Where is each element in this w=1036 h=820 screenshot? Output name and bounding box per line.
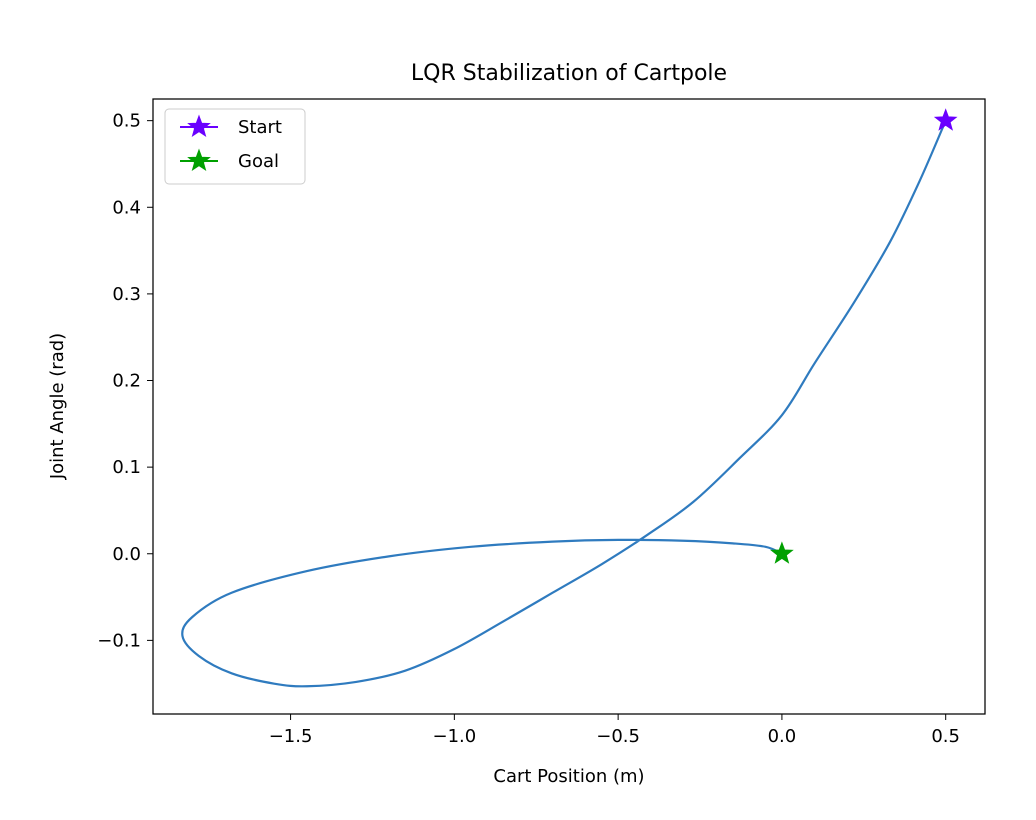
y-tick-label: 0.5	[112, 111, 141, 132]
x-ticks: −1.5 −1.0 −0.5 0.0 0.5	[269, 714, 960, 747]
start-marker-star	[933, 108, 958, 131]
series-layer	[181, 120, 947, 688]
legend-goal-star-icon	[187, 148, 211, 172]
y-tick-label: 0.4	[112, 197, 141, 218]
plot-area-frame	[152, 98, 986, 715]
legend-goal-label: Goal	[238, 151, 279, 172]
goal-marker-star	[770, 541, 794, 564]
y-axis-label: Joint Angle (rad)	[47, 333, 68, 480]
x-tick-label: 0.5	[931, 726, 960, 747]
y-tick-label: 0.2	[112, 371, 141, 392]
trajectory-line	[181, 120, 947, 688]
x-tick-label: 0.0	[768, 726, 797, 747]
chart-title: LQR Stabilization of Cartpole	[411, 61, 727, 86]
x-tick-label: −1.5	[269, 726, 313, 747]
legend: Start Goal	[164, 108, 306, 185]
x-tick-label: −1.0	[432, 726, 476, 747]
y-tick-label: 0.1	[112, 457, 141, 478]
y-tick-label: 0.0	[112, 544, 141, 565]
marker-layer	[770, 108, 958, 564]
legend-start-label: Start	[238, 117, 282, 138]
y-tick-label: −0.1	[97, 630, 141, 651]
legend-start-star-icon	[187, 114, 211, 138]
y-tick-label: 0.3	[112, 284, 141, 305]
legend-box	[164, 108, 306, 185]
y-ticks: −0.1 0.0 0.1 0.2 0.3 0.4 0.5	[97, 111, 153, 651]
x-tick-label: −0.5	[596, 726, 640, 747]
x-axis-label: Cart Position (m)	[493, 766, 644, 787]
